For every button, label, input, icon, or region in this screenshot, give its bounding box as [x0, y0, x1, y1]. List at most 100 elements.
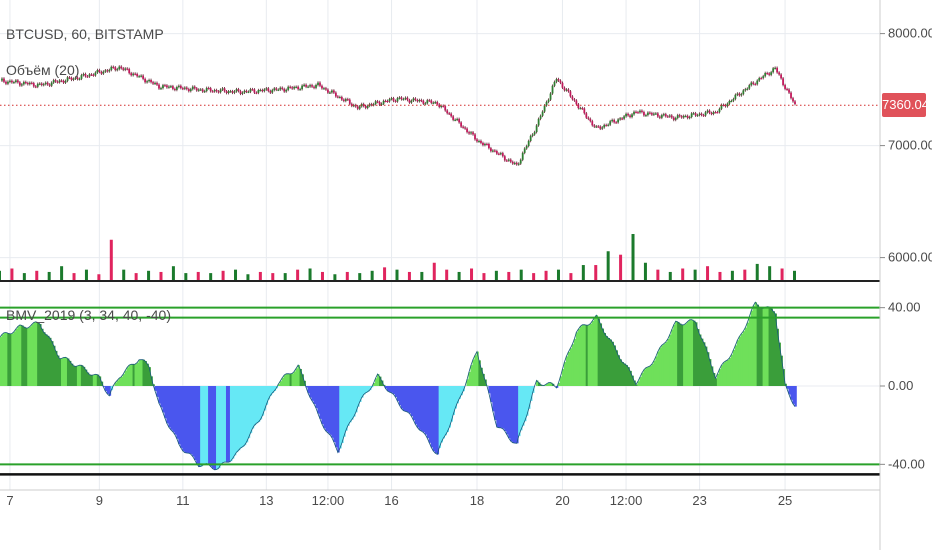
candle-body	[554, 82, 556, 86]
candle-body	[752, 83, 754, 84]
candle-body	[784, 85, 786, 89]
candle-body	[126, 69, 128, 70]
candle-body	[677, 115, 679, 118]
candle-body	[774, 68, 776, 69]
candle-body	[526, 146, 528, 148]
candle-body	[405, 98, 407, 99]
candle-body	[613, 120, 615, 122]
candle-body	[383, 101, 385, 104]
candle-body	[776, 68, 778, 73]
candle-body	[633, 112, 635, 115]
candle-body	[267, 88, 269, 91]
candle-body	[395, 101, 397, 102]
volume-bar	[632, 234, 635, 280]
volume-bar	[371, 271, 374, 280]
candle-body	[562, 83, 564, 88]
candle-body	[146, 81, 148, 82]
candle-body	[492, 150, 494, 151]
candle-body	[685, 116, 687, 117]
candle-body	[750, 83, 752, 86]
candle-body	[428, 100, 430, 101]
candle-body	[250, 89, 252, 92]
candle-body	[621, 118, 623, 119]
oscillator-bar	[794, 386, 796, 407]
volume-bar	[607, 251, 610, 280]
oscillator-indicator-label[interactable]: BMV_2019 (3, 34, 40, -40)	[6, 307, 171, 323]
candle-body	[472, 132, 474, 134]
candle-body	[27, 83, 29, 84]
candle-body	[746, 89, 748, 90]
candle-body	[196, 88, 198, 90]
candle-body	[230, 91, 232, 92]
volume-bar	[85, 270, 88, 280]
candle-body	[478, 141, 480, 142]
candle-body	[512, 162, 514, 164]
candle-body	[564, 88, 566, 91]
candle-body	[631, 114, 633, 117]
candle-body	[758, 78, 760, 81]
candle-body	[778, 72, 780, 74]
volume-bar	[73, 273, 76, 280]
candle-body	[35, 86, 37, 87]
candle-body	[257, 90, 259, 93]
candle-body	[218, 91, 220, 92]
candle-body	[440, 106, 442, 107]
candle-body	[13, 82, 15, 83]
candle-body	[375, 101, 377, 104]
symbol-title[interactable]: BTCUSD, 60, BITSTAMP	[6, 26, 164, 42]
volume-bar	[569, 273, 572, 280]
candle-body	[242, 93, 244, 94]
candle-body	[73, 79, 75, 80]
candle-body	[65, 81, 67, 83]
time-tick-label: 7	[6, 493, 13, 508]
volume-bar	[681, 269, 684, 281]
candle-body	[339, 97, 341, 98]
candle-body	[528, 141, 530, 146]
volume-bar	[582, 265, 585, 280]
candle-body	[1, 79, 3, 81]
candle-body	[313, 87, 315, 88]
candle-body	[573, 99, 575, 100]
candle-body	[452, 116, 454, 120]
candle-body	[5, 82, 7, 84]
candle-body	[764, 73, 766, 76]
candle-body	[482, 143, 484, 145]
candle-body	[164, 85, 166, 86]
candle-body	[420, 100, 422, 101]
candle-body	[194, 87, 196, 89]
candle-body	[110, 67, 112, 70]
candle-body	[95, 73, 97, 76]
candle-body	[124, 69, 126, 70]
candle-body	[98, 70, 100, 72]
candle-body	[468, 132, 470, 133]
candle-body	[172, 86, 174, 89]
candle-body	[25, 82, 27, 83]
candle-body	[118, 67, 120, 70]
candle-body	[510, 160, 512, 162]
candle-body	[83, 74, 85, 75]
candle-body	[659, 117, 661, 118]
candle-body	[226, 91, 228, 93]
candle-body	[112, 67, 114, 68]
candle-body	[132, 74, 134, 76]
candle-body	[667, 116, 669, 117]
candle-body	[150, 80, 152, 82]
candle-body	[506, 160, 508, 161]
candle-body	[71, 78, 73, 80]
candle-body	[317, 83, 319, 85]
volume-bar	[594, 265, 597, 280]
volume-bar	[619, 255, 622, 280]
volume-bar	[60, 266, 63, 280]
candle-body	[43, 84, 45, 85]
candle-body	[591, 121, 593, 125]
candle-body	[411, 101, 413, 103]
candle-body	[786, 89, 788, 90]
candle-body	[234, 91, 236, 92]
candle-body	[470, 132, 472, 133]
volume-indicator-label[interactable]: Объём (20)	[6, 62, 79, 78]
candle-body	[154, 83, 156, 84]
candle-body	[625, 114, 627, 117]
volume-bar	[10, 269, 13, 281]
candle-body	[7, 82, 9, 84]
